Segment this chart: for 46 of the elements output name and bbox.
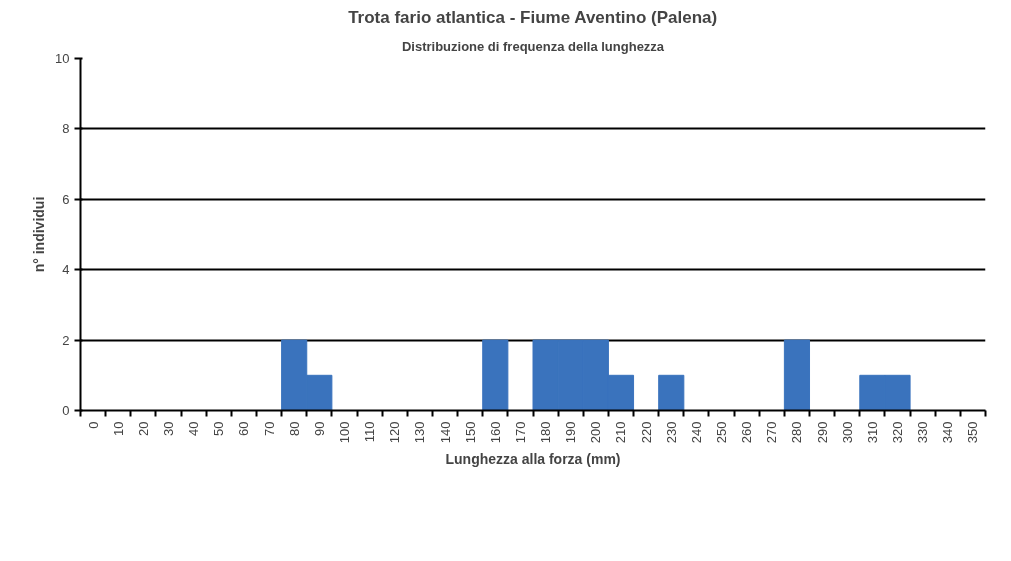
x-tick-label: 20 [135, 421, 151, 436]
x-tick-label: 230 [663, 421, 679, 444]
y-tick-label: 2 [62, 332, 70, 348]
y-tick-label: 6 [62, 191, 70, 207]
y-tick-label: 4 [62, 262, 70, 278]
x-tick-label: 210 [613, 421, 629, 444]
x-tick-label: 80 [286, 421, 302, 436]
x-tick-label: 310 [864, 421, 880, 444]
y-axis-title: n° individui [31, 196, 48, 273]
x-tick-label: 130 [412, 421, 428, 444]
x-tick-label: 340 [940, 421, 956, 444]
x-tick-label: 180 [538, 421, 554, 444]
x-tick-label: 240 [688, 421, 704, 444]
y-tick-label: 0 [62, 403, 70, 418]
x-tick-label: 190 [563, 421, 579, 444]
x-tick-label: 30 [160, 421, 176, 436]
x-tick-label: 50 [211, 421, 227, 436]
x-tick-label: 200 [588, 421, 604, 444]
x-tick-label: 220 [638, 421, 654, 444]
x-tick-label: 320 [890, 421, 906, 444]
x-tick-label: 100 [336, 421, 352, 444]
x-tick-label: 350 [965, 421, 981, 444]
x-tick-label: 250 [714, 421, 730, 444]
y-tick-label: 10 [55, 51, 70, 66]
x-tick-label: 140 [437, 421, 453, 444]
x-tick-label: 0 [85, 421, 101, 429]
x-tick-label: 70 [261, 421, 277, 436]
x-tick-label: 120 [387, 421, 403, 444]
chart-subtitle: Distribuzione di frequenza della lunghezza [401, 38, 665, 54]
chart-title: Trota fario atlantica - Fiume Aventino (Palena) [348, 7, 718, 27]
x-tick-label: 290 [814, 421, 830, 444]
x-tick-label: 260 [739, 421, 755, 444]
x-tick-label: 300 [839, 421, 855, 444]
x-tick-label: 160 [487, 421, 503, 444]
x-tick-label: 10 [110, 421, 126, 436]
x-tick-label: 280 [789, 421, 805, 444]
x-tick-label: 110 [362, 421, 378, 443]
x-tick-label: 330 [915, 421, 931, 444]
x-tick-label: 270 [764, 421, 780, 444]
x-tick-label: 90 [311, 421, 327, 436]
x-axis-title: Lunghezza alla forza (mm) [445, 451, 621, 468]
x-tick-label: 170 [512, 421, 528, 444]
x-tick-label: 60 [236, 421, 252, 436]
y-tick-label: 8 [62, 121, 70, 137]
x-tick-label: 40 [186, 421, 202, 436]
x-tick-label: 150 [462, 421, 478, 444]
